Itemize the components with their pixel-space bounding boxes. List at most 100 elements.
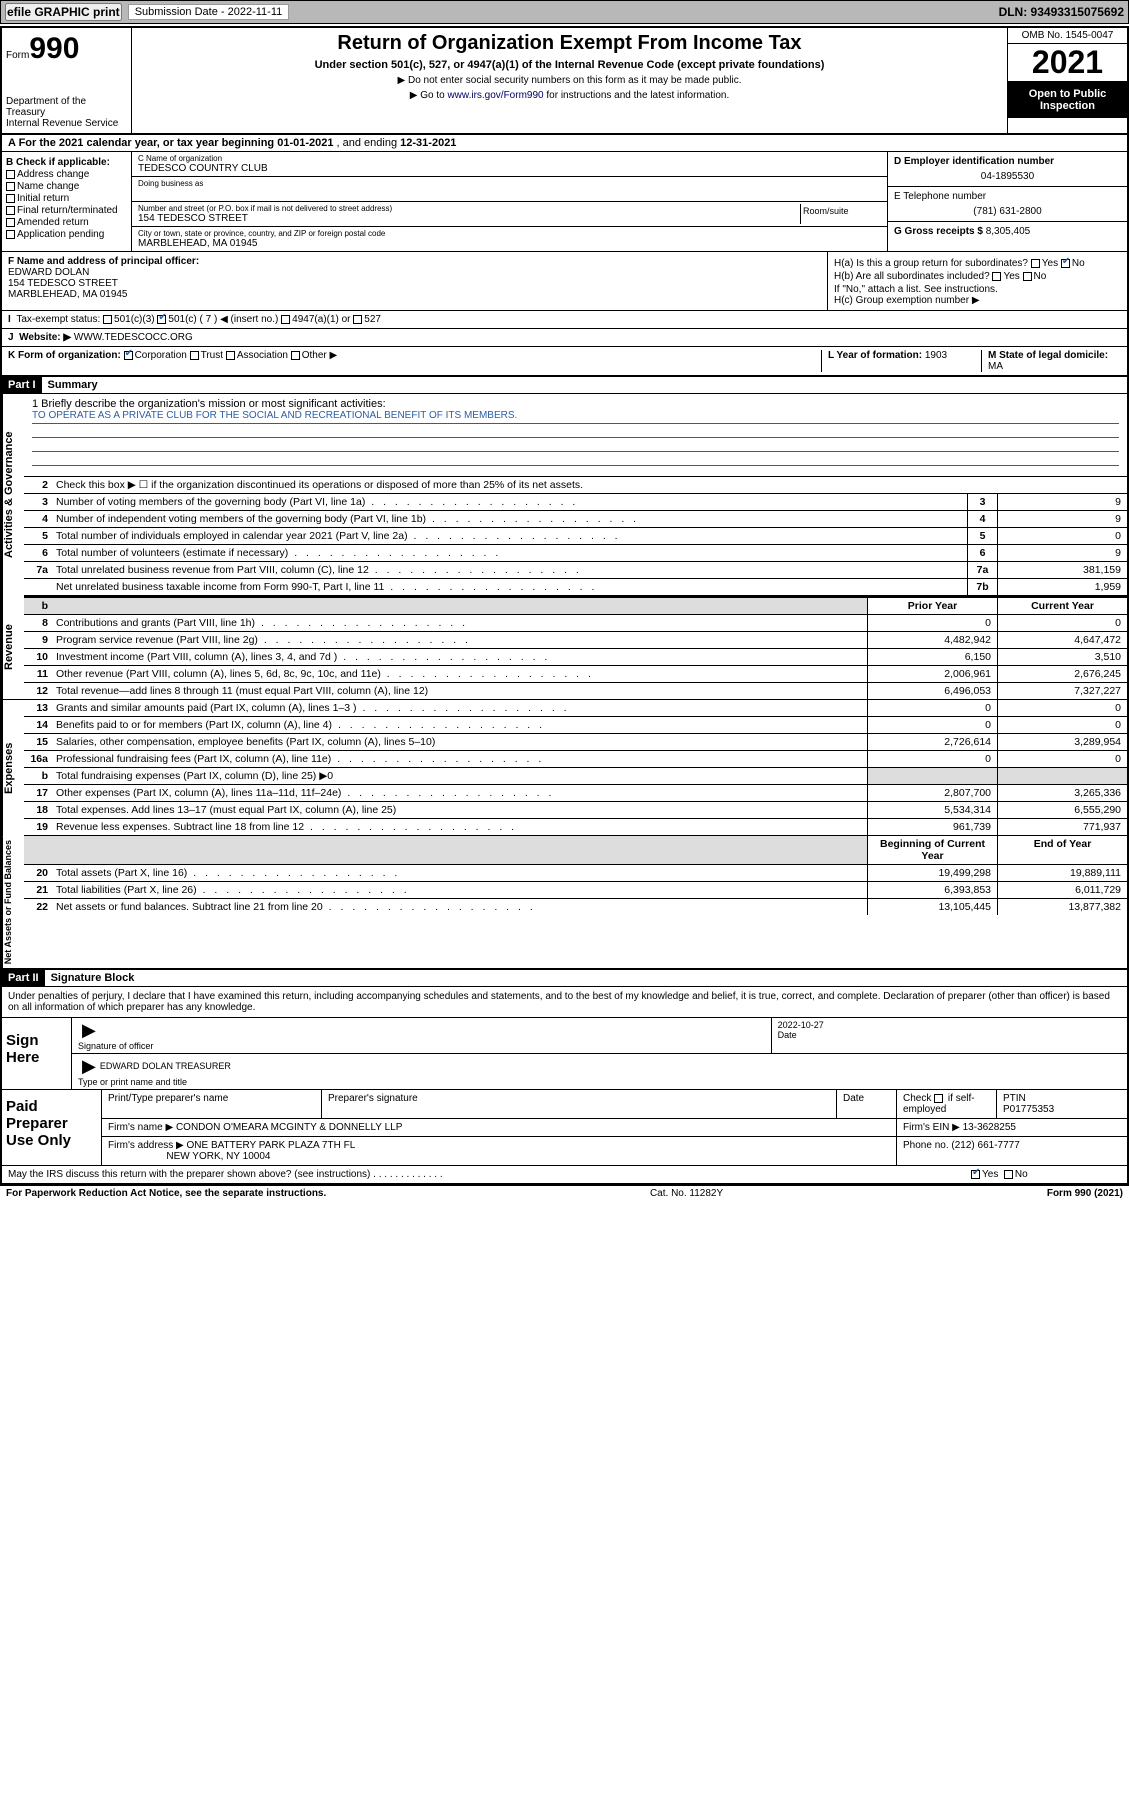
- sign-here-block: Sign Here ▶Signature of officer 2022-10-…: [2, 1018, 1127, 1090]
- row-j-website: J Website: ▶ WWW.TEDESCOCC.ORG: [2, 329, 1127, 347]
- row-a-tax-year: A For the 2021 calendar year, or tax yea…: [2, 135, 1127, 152]
- officer-addr2: MARBLEHEAD, MA 01945: [8, 289, 128, 300]
- cat-no: Cat. No. 11282Y: [326, 1188, 1047, 1199]
- chk-name-change[interactable]: [6, 182, 15, 191]
- chk-assoc[interactable]: [226, 351, 235, 360]
- paid-preparer-block: Paid Preparer Use Only Print/Type prepar…: [2, 1090, 1127, 1165]
- sign-date: 2022-10-27: [778, 1020, 824, 1030]
- form-title: Return of Organization Exempt From Incom…: [140, 32, 999, 55]
- line7a-val: 381,159: [997, 562, 1127, 578]
- chk-501c[interactable]: [157, 315, 166, 324]
- tax-year: 2021: [1008, 44, 1127, 82]
- irs-label: Internal Revenue Service: [6, 118, 127, 129]
- open-to-public: Open to Public Inspection: [1008, 82, 1127, 118]
- chk-other[interactable]: [291, 351, 300, 360]
- firm-phone: (212) 661-7777: [951, 1140, 1019, 1151]
- year-formation: 1903: [925, 350, 947, 361]
- firm-name: CONDON O'MEARA MCGINTY & DONNELLY LLP: [176, 1122, 402, 1133]
- state-domicile: MA: [988, 361, 1003, 372]
- chk-application-pending[interactable]: [6, 230, 15, 239]
- instructions-note: ▶ Go to www.irs.gov/Form990 for instruct…: [140, 90, 999, 101]
- line5-val: 0: [997, 528, 1127, 544]
- chk-final-return[interactable]: [6, 206, 15, 215]
- l8-prior: 0: [867, 615, 997, 631]
- line6-val: 9: [997, 545, 1127, 561]
- street-address: 154 TEDESCO STREET: [138, 213, 800, 224]
- chk-amended[interactable]: [6, 218, 15, 227]
- room-suite-label: Room/suite: [801, 204, 881, 224]
- page-footer: For Paperwork Reduction Act Notice, see …: [0, 1186, 1129, 1201]
- form-990: Form990 Department of the Treasury Inter…: [0, 26, 1129, 1186]
- ha-yes[interactable]: [1031, 259, 1040, 268]
- d-ein-label: D Employer identification number: [894, 156, 1054, 167]
- chk-initial-return[interactable]: [6, 194, 15, 203]
- arrow-icon: ▶: [82, 1020, 96, 1041]
- current-year-header: Current Year: [997, 598, 1127, 614]
- beginning-year-header: Beginning of Current Year: [867, 836, 997, 864]
- chk-527[interactable]: [353, 315, 362, 324]
- l8-current: 0: [997, 615, 1127, 631]
- arrow-icon: ▶: [82, 1056, 96, 1077]
- g-gross-label: G Gross receipts $: [894, 226, 983, 237]
- hb-note: If "No," attach a list. See instructions…: [834, 284, 1121, 295]
- officer-name-title: EDWARD DOLAN TREASURER: [100, 1061, 231, 1071]
- part-i-header: Part I Summary: [2, 377, 1127, 394]
- end-year-header: End of Year: [997, 836, 1127, 864]
- line1-question: 1 Briefly describe the organization's mi…: [32, 398, 1119, 410]
- line3-text: Number of voting members of the governin…: [52, 494, 967, 510]
- chk-corp[interactable]: [124, 351, 133, 360]
- efile-button[interactable]: efile GRAPHIC print: [5, 3, 122, 21]
- city-label: City or town, state or province, country…: [138, 229, 881, 238]
- row-klm: K Form of organization: Corporation Trus…: [2, 347, 1127, 377]
- part-ii-header: Part II Signature Block: [2, 970, 1127, 987]
- addr-label: Number and street (or P.O. box if mail i…: [138, 204, 800, 213]
- side-activities-governance: Activities & Governance: [2, 394, 24, 596]
- b-label: B Check if applicable:: [6, 157, 110, 168]
- line2: Check this box ▶ ☐ if the organization d…: [52, 477, 1127, 493]
- mission-text: TO OPERATE AS A PRIVATE CLUB FOR THE SOC…: [32, 410, 1119, 424]
- c-label: C Name of organization: [138, 154, 881, 163]
- ha-label: H(a) Is this a group return for subordin…: [834, 258, 1028, 269]
- discuss-no[interactable]: [1004, 1170, 1013, 1179]
- chk-501c3[interactable]: [103, 315, 112, 324]
- firm-address: ONE BATTERY PARK PLAZA 7TH FL: [187, 1140, 356, 1151]
- ha-no[interactable]: [1061, 259, 1070, 268]
- hc-label: H(c) Group exemption number ▶: [834, 295, 1121, 306]
- org-name: TEDESCO COUNTRY CLUB: [138, 163, 881, 174]
- line4-val: 9: [997, 511, 1127, 527]
- paperwork-notice: For Paperwork Reduction Act Notice, see …: [6, 1188, 326, 1199]
- chk-address-change[interactable]: [6, 170, 15, 179]
- ptin-value: P01775353: [1003, 1104, 1054, 1115]
- officer-name: EDWARD DOLAN: [8, 267, 89, 278]
- top-bar: efile GRAPHIC print Submission Date - 20…: [0, 0, 1129, 24]
- hb-yes[interactable]: [992, 272, 1001, 281]
- fh-block: F Name and address of principal officer:…: [2, 252, 1127, 311]
- prior-year-header: Prior Year: [867, 598, 997, 614]
- entity-block: B Check if applicable: Address change Na…: [2, 152, 1127, 252]
- phone-value: (781) 631-2800: [894, 206, 1121, 217]
- side-expenses: Expenses: [2, 700, 24, 836]
- dept-treasury: Department of the Treasury: [6, 96, 127, 118]
- discuss-yes[interactable]: [971, 1170, 980, 1179]
- form-subtitle: Under section 501(c), 527, or 4947(a)(1)…: [140, 59, 999, 71]
- ein-value: 04-1895530: [894, 171, 1121, 182]
- hb-no[interactable]: [1023, 272, 1032, 281]
- discuss-row: May the IRS discuss this return with the…: [2, 1165, 1127, 1184]
- chk-trust[interactable]: [190, 351, 199, 360]
- omb-number: OMB No. 1545-0047: [1008, 28, 1127, 44]
- side-net-assets: Net Assets or Fund Balances: [2, 836, 24, 968]
- row-i-tax-exempt: I Tax-exempt status: 501(c)(3) 501(c) ( …: [2, 311, 1127, 329]
- chk-4947[interactable]: [281, 315, 290, 324]
- officer-addr1: 154 TEDESCO STREET: [8, 278, 118, 289]
- city-state-zip: MARBLEHEAD, MA 01945: [138, 238, 881, 249]
- f-label: F Name and address of principal officer:: [8, 256, 199, 267]
- form-990-footer: Form 990 (2021): [1047, 1188, 1123, 1199]
- submission-date: Submission Date - 2022-11-11: [128, 4, 290, 20]
- website-url: WWW.TEDESCOCC.ORG: [74, 332, 193, 343]
- dln: DLN: 93493315075692: [999, 5, 1124, 19]
- hb-label: H(b) Are all subordinates included?: [834, 271, 990, 282]
- form-header: Form990 Department of the Treasury Inter…: [2, 28, 1127, 135]
- irs-link[interactable]: www.irs.gov/Form990: [447, 90, 543, 101]
- gross-receipts: 8,305,405: [986, 226, 1031, 237]
- chk-self-employed[interactable]: [934, 1094, 943, 1103]
